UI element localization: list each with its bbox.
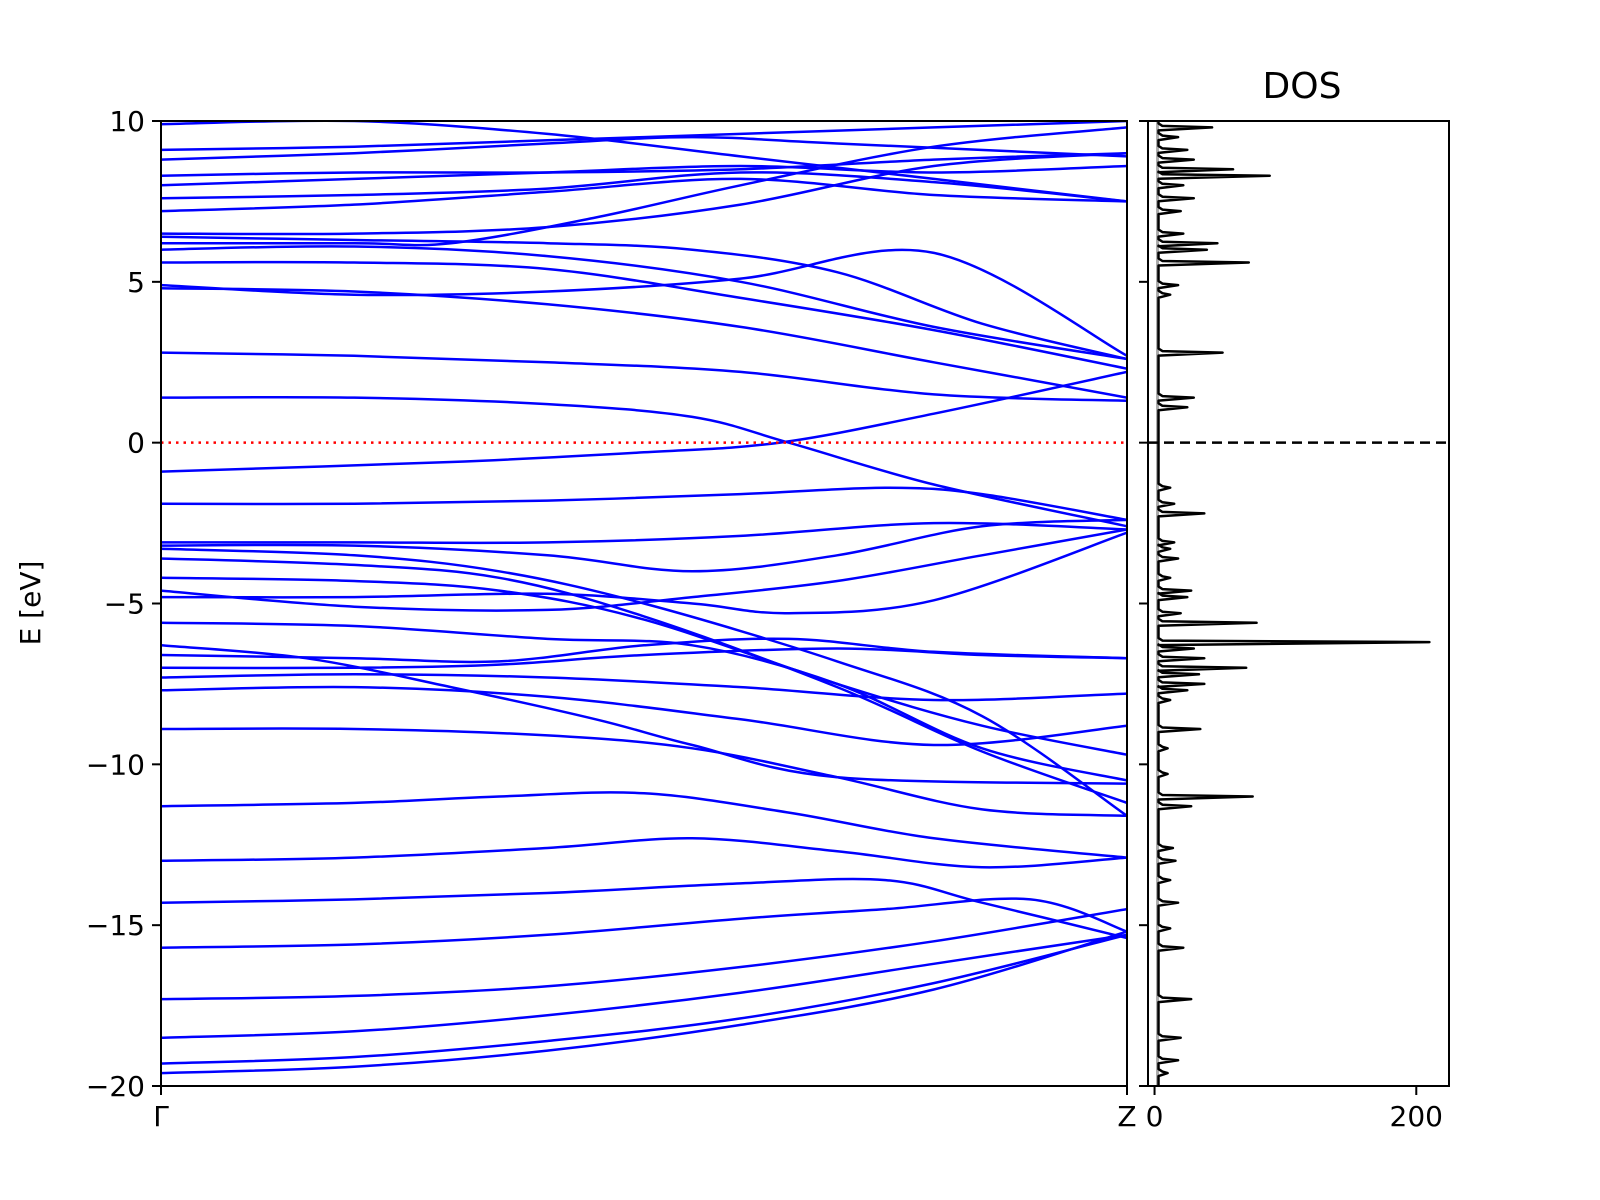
band-line-10	[161, 673, 1127, 702]
band-line-8	[161, 727, 1127, 818]
band-line-34	[161, 171, 1127, 203]
dos-y-ticks	[1139, 120, 1148, 1087]
dos-panel: 0 200 DOS	[1139, 66, 1450, 1133]
band-line-32	[161, 151, 1127, 236]
band-line-17	[161, 576, 1127, 756]
band-y-tick-label: 0	[127, 427, 145, 460]
band-y-tick-label: −10	[86, 748, 145, 781]
band-line-23	[161, 395, 1127, 528]
band-line-16	[161, 528, 1127, 612]
band-line-21	[161, 518, 1127, 573]
dos-curve	[1157, 121, 1431, 1086]
band-y-ticks: −20 −15 −10 −5 0 5 10	[86, 105, 161, 1103]
band-line-13	[161, 644, 1127, 785]
dos-x-tick-label: 200	[1390, 1100, 1443, 1133]
band-line-31	[161, 235, 1127, 361]
band-y-tick-label: 5	[127, 266, 145, 299]
band-line-3	[161, 907, 1127, 1001]
band-line-24	[161, 370, 1127, 473]
band-line-33	[161, 177, 1127, 213]
band-line-20	[161, 521, 1127, 545]
band-line-9	[161, 685, 1127, 747]
dos-x-ticks: 0 200	[1146, 1086, 1443, 1133]
band-line-18	[161, 557, 1127, 805]
band-x-tick-label: Z	[1117, 1100, 1136, 1133]
band-line-12	[161, 637, 1127, 664]
band-lines	[161, 121, 1127, 1075]
band-line-15	[161, 531, 1127, 615]
band-line-4	[161, 897, 1127, 949]
band-line-29	[161, 245, 1127, 361]
band-line-22	[161, 486, 1127, 522]
band-line-1	[161, 933, 1127, 1065]
band-line-6	[161, 837, 1127, 869]
band-line-38	[161, 121, 1127, 152]
band-line-39	[161, 121, 1127, 203]
band-y-tick-label: −15	[86, 909, 145, 942]
band-line-0	[161, 930, 1127, 1075]
band-y-tick-label: −5	[104, 588, 145, 621]
dos-title: DOS	[1263, 66, 1342, 107]
band-x-tick-label: Γ	[153, 1100, 169, 1133]
band-line-5	[161, 877, 1127, 940]
band-line-2	[161, 933, 1127, 1040]
band-line-27	[161, 248, 1127, 357]
band-y-tick-label: 10	[109, 105, 145, 138]
band-line-28	[161, 260, 1127, 370]
band-line-14	[161, 621, 1127, 782]
band-line-7	[161, 791, 1127, 859]
band-line-26	[161, 287, 1127, 399]
dos-x-tick-label: 0	[1146, 1100, 1164, 1133]
dos-lines	[1156, 121, 1431, 1086]
band-line-35	[161, 164, 1127, 187]
band-line-25	[161, 351, 1127, 403]
band-line-36	[161, 151, 1127, 177]
band-y-tick-label: −20	[86, 1070, 145, 1103]
y-axis-label: E [eV]	[14, 561, 47, 646]
band-line-19	[161, 547, 1127, 817]
